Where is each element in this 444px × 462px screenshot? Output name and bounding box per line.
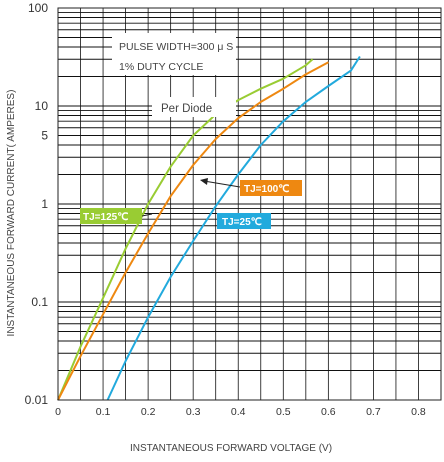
y-tick-label: 10 — [35, 99, 49, 113]
y-tick-label: 5 — [41, 129, 48, 143]
arrow-100 — [203, 180, 241, 188]
y-tick-label: 0.1 — [31, 295, 48, 309]
annotation-duty-cycle: 1% DUTY CYCLE — [119, 61, 203, 73]
x-tick-label: 0.5 — [276, 406, 291, 418]
x-tick-label: 0.6 — [321, 406, 336, 418]
legend-tag-100: TJ=100℃ — [240, 180, 302, 196]
y-tick-label: 100 — [28, 1, 48, 15]
ticks-layer: 0 0.1 0.2 0.3 0.4 0.5 0.6 0.7 0.8 100 10 5 1 0.1 0.01 — [25, 1, 426, 418]
x-tick-label: 0.3 — [186, 406, 201, 418]
series-line-0 — [57, 58, 314, 401]
annotation-box: PULSE WIDTH=300 μ S 1% DUTY CYCLE — [112, 33, 236, 75]
series-label-100: TJ=100℃ — [244, 184, 289, 195]
y-tick-label: 1 — [41, 197, 48, 211]
y-tick-label: 0.01 — [25, 393, 49, 407]
x-tick-label: 0.2 — [141, 406, 156, 418]
x-tick-label: 0.8 — [411, 406, 426, 418]
arrowhead-100 — [200, 178, 208, 185]
series-layer — [57, 55, 361, 401]
x-tick-label: 0 — [55, 406, 61, 418]
series-line-1 — [57, 61, 329, 401]
y-axis-title: INSTANTANEOUS FORWARD CURRENT( AMPERES) — [6, 90, 17, 337]
legend-tag-125: TJ=125℃ — [80, 208, 142, 224]
series-label-25: TJ=25℃ — [222, 217, 262, 228]
x-tick-label: 0.7 — [366, 406, 381, 418]
x-tick-label: 0.4 — [231, 406, 246, 418]
series-line-2 — [106, 55, 361, 401]
x-tick-label: 0.1 — [96, 406, 111, 418]
series-label-125: TJ=125℃ — [83, 212, 128, 223]
annotation-pulse-width: PULSE WIDTH=300 μ S — [119, 41, 233, 53]
plot-frame — [57, 7, 442, 401]
legend-tag-25: TJ=25℃ — [217, 213, 271, 229]
annotation-per-diode: Per Diode — [161, 103, 212, 115]
x-axis-title: INSTANTANEOUS FORWARD VOLTAGE (V) — [130, 443, 332, 454]
arrow-125 — [141, 213, 153, 217]
per-diode-label-group: Per Diode — [152, 97, 236, 117]
